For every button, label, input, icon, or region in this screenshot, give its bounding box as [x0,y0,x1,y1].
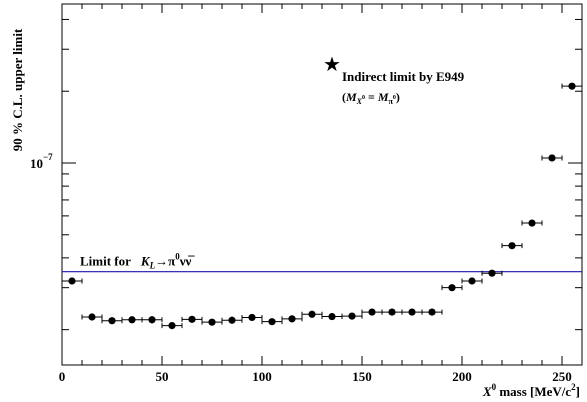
e949-star-marker: ★ [323,54,341,76]
data-point [108,317,116,325]
data-point [568,82,576,90]
plot-frame [61,3,583,366]
data-point [408,308,416,316]
data-point [508,242,516,250]
data-point [268,318,276,326]
annotation-condition: (MX0 = Mπ0) [342,90,400,106]
data-point [528,219,536,227]
data-point [208,318,216,326]
data-point [328,312,336,321]
x-tick-label: 100 [252,369,272,384]
y-tick-label: 10 −7 [30,152,53,171]
data-point [348,312,356,320]
x-tick-label: 250 [552,369,572,384]
data-point [468,277,476,285]
data-point [168,321,176,330]
x-tick-label: 50 [156,369,169,384]
data-point [68,277,76,285]
data-point [248,313,256,322]
x-tick-label: 0 [59,369,66,384]
data-point [488,269,496,277]
data-point [548,154,556,162]
data-point [188,315,196,323]
x-axis: 0 50 100 150 200 250 [59,4,583,384]
data-point [388,308,396,316]
x-tick-label: 150 [352,369,372,384]
data-point [428,308,436,316]
y-tick-base: 10 [30,156,43,171]
annotation-text: Indirect limit by E949 [342,69,465,84]
data-point [368,308,376,316]
data-point [128,316,136,324]
x-axis-label: X0 mass [MeV/c2] [482,382,580,399]
data-point [448,284,456,292]
data-point [308,310,316,318]
data-point [228,316,236,324]
y-axis-label: 90 % C.L. upper limit [10,28,25,151]
x-tick-label: 200 [452,369,472,384]
y-tick-exp: −7 [43,152,53,162]
data-point [88,313,96,321]
y-axis [62,18,582,331]
data-point [288,315,296,323]
data-points [61,82,583,330]
data-point [148,316,156,324]
